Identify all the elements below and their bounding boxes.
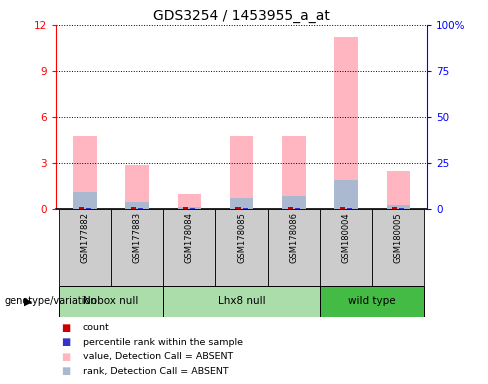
Bar [386, 205, 410, 209]
Bar [372, 209, 425, 286]
Bar [268, 209, 320, 286]
Bar [59, 209, 111, 286]
Bar [86, 208, 91, 209]
Bar [230, 198, 253, 209]
Bar [183, 207, 188, 209]
Text: rank, Detection Call = ABSENT: rank, Detection Call = ABSENT [83, 367, 228, 376]
Text: GSM180004: GSM180004 [342, 212, 350, 263]
Bar [295, 208, 300, 209]
Bar [334, 37, 358, 209]
Bar [178, 207, 201, 209]
Bar [235, 207, 241, 209]
Text: ■: ■ [61, 337, 70, 347]
Bar [131, 207, 136, 209]
Text: ▶: ▶ [24, 296, 33, 306]
Bar [399, 208, 405, 209]
Bar [334, 180, 358, 209]
Bar [190, 208, 195, 209]
Text: value, Detection Call = ABSENT: value, Detection Call = ABSENT [83, 352, 233, 361]
Bar [111, 209, 163, 286]
Text: Lhx8 null: Lhx8 null [218, 296, 265, 306]
Bar [243, 208, 248, 209]
Bar [320, 286, 425, 317]
Text: GSM177883: GSM177883 [133, 212, 142, 263]
Text: GSM178084: GSM178084 [185, 212, 194, 263]
Bar [59, 286, 163, 317]
Text: percentile rank within the sample: percentile rank within the sample [83, 338, 243, 347]
Bar [320, 209, 372, 286]
Bar [73, 192, 97, 209]
Bar [73, 136, 97, 209]
Bar [230, 136, 253, 209]
Text: GSM178086: GSM178086 [289, 212, 298, 263]
Bar [347, 208, 352, 209]
Text: GSM177882: GSM177882 [81, 212, 89, 263]
Text: wild type: wild type [348, 296, 396, 306]
Bar [215, 209, 268, 286]
Text: genotype/variation: genotype/variation [5, 296, 98, 306]
Bar [386, 171, 410, 209]
Bar [282, 196, 305, 209]
Bar [340, 207, 345, 209]
Text: GSM178085: GSM178085 [237, 212, 246, 263]
Bar [282, 136, 305, 209]
Bar [163, 286, 320, 317]
Bar [392, 207, 397, 209]
Title: GDS3254 / 1453955_a_at: GDS3254 / 1453955_a_at [153, 8, 330, 23]
Bar [178, 194, 201, 209]
Text: count: count [83, 323, 110, 332]
Text: GSM180005: GSM180005 [394, 212, 403, 263]
Bar [125, 202, 149, 209]
Bar [163, 209, 215, 286]
Text: ■: ■ [61, 352, 70, 362]
Bar [125, 165, 149, 209]
Bar [288, 207, 293, 209]
Text: Nobox null: Nobox null [83, 296, 139, 306]
Text: ■: ■ [61, 323, 70, 333]
Text: ■: ■ [61, 366, 70, 376]
Bar [138, 208, 143, 209]
Bar [79, 207, 84, 209]
